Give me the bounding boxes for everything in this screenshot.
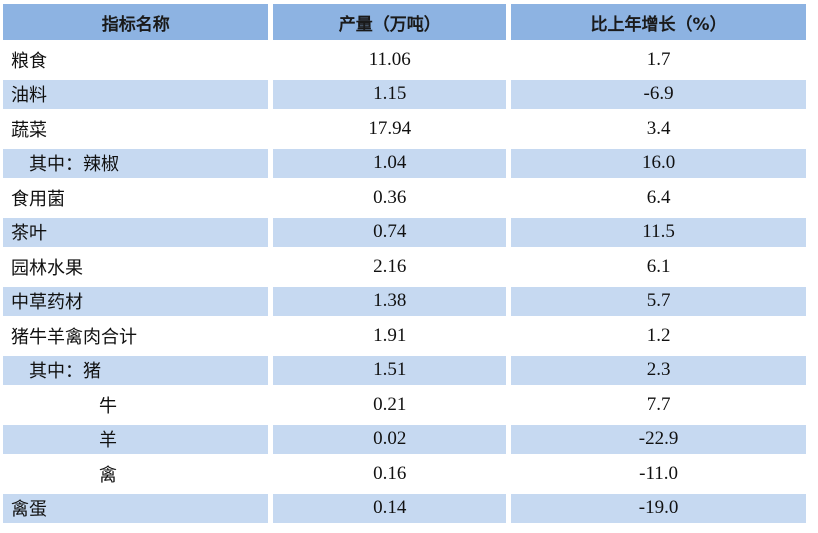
table-row: 油料 1.15 -6.9 xyxy=(3,79,806,109)
table-row: 食用菌 0.36 6.4 xyxy=(3,183,806,213)
cell-value: 1.7 xyxy=(646,48,671,70)
row-label: 禽蛋 xyxy=(3,493,269,523)
cell-value: 1.91 xyxy=(373,324,407,346)
cell-value: 2.16 xyxy=(373,255,407,277)
cell-value: -19.0 xyxy=(511,493,806,523)
row-label: 中草药材 xyxy=(3,286,269,316)
cell-value: 2.3 xyxy=(511,355,806,385)
header-cell: 指标名称 xyxy=(3,4,269,40)
cell-value: -11.0 xyxy=(639,462,679,484)
table-row: 其中：猪 1.51 2.3 xyxy=(3,355,806,385)
row-label: 羊 xyxy=(3,424,269,454)
cell-value: 6.1 xyxy=(646,255,671,277)
cell-value: 11.5 xyxy=(511,217,806,247)
row-label: 食用菌 xyxy=(11,188,65,210)
table-row: 园林水果 2.16 6.1 xyxy=(3,252,806,282)
row-label: 牛 xyxy=(99,395,117,417)
cell-value: 1.2 xyxy=(646,324,671,346)
cell-value: 5.7 xyxy=(511,286,806,316)
cell-value: 1.38 xyxy=(273,286,507,316)
header-row: 指标名称 产量（万吨） 比上年增长（%） xyxy=(3,4,806,40)
cell-value: 16.0 xyxy=(511,148,806,178)
cell-value: 1.04 xyxy=(273,148,507,178)
row-label: 蔬菜 xyxy=(11,119,47,141)
cell-value: 6.4 xyxy=(646,186,671,208)
table-row: 茶叶 0.74 11.5 xyxy=(3,217,806,247)
row-label: 其中：辣椒 xyxy=(3,148,269,178)
row-label: 茶叶 xyxy=(3,217,269,247)
header-cell: 产量（万吨） xyxy=(273,4,507,40)
cell-value: 17.94 xyxy=(368,117,412,139)
cell-value: 1.15 xyxy=(273,79,507,109)
cell-value: -6.9 xyxy=(511,79,806,109)
cell-value: 0.02 xyxy=(273,424,507,454)
cell-value: 0.21 xyxy=(373,393,407,415)
header-cell: 比上年增长（%） xyxy=(511,4,806,40)
row-label: 油料 xyxy=(3,79,269,109)
row-label: 禽 xyxy=(99,464,117,486)
table-row: 牛 0.21 7.7 xyxy=(3,390,806,420)
cell-value: 7.7 xyxy=(646,393,671,415)
cell-value: 0.74 xyxy=(273,217,507,247)
table-row: 禽 0.16 -11.0 xyxy=(3,459,806,489)
row-label: 猪牛羊禽肉合计 xyxy=(11,326,137,348)
table-row: 蔬菜 17.94 3.4 xyxy=(3,114,806,144)
table-row: 羊 0.02 -22.9 xyxy=(3,424,806,454)
cell-value: 3.4 xyxy=(646,117,671,139)
table-row: 猪牛羊禽肉合计 1.91 1.2 xyxy=(3,321,806,351)
cell-value: 11.06 xyxy=(368,48,411,70)
cell-value: -22.9 xyxy=(511,424,806,454)
row-label: 粮食 xyxy=(11,50,47,72)
table-row: 禽蛋 0.14 -19.0 xyxy=(3,493,806,523)
table-row: 其中：辣椒 1.04 16.0 xyxy=(3,148,806,178)
table-row: 粮食 11.06 1.7 xyxy=(3,45,806,75)
cell-value: 0.36 xyxy=(373,186,407,208)
table-row: 中草药材 1.38 5.7 xyxy=(3,286,806,316)
row-label: 园林水果 xyxy=(11,257,83,279)
cell-value: 0.14 xyxy=(273,493,507,523)
row-label: 其中：猪 xyxy=(3,355,269,385)
cell-value: 1.51 xyxy=(273,355,507,385)
cell-value: 0.16 xyxy=(373,462,407,484)
